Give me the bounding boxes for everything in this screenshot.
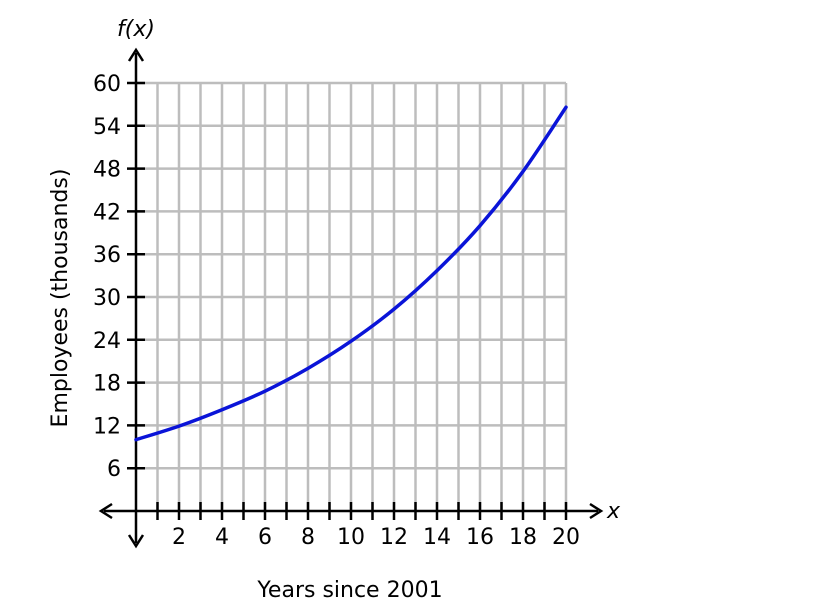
y-tick-label: 60 xyxy=(93,72,121,97)
y-axis-bottom-arrow xyxy=(127,534,145,549)
y-tick-label: 18 xyxy=(93,372,121,397)
series-line xyxy=(134,105,568,442)
x-axis-symbol: x xyxy=(606,499,621,524)
x-tick-label: 6 xyxy=(258,525,272,550)
y-tick-label: 36 xyxy=(93,243,121,268)
x-tick-label: 20 xyxy=(552,525,580,550)
x-tick-label: 10 xyxy=(337,525,365,550)
x-tick-label: 18 xyxy=(509,525,537,550)
y-tick-label: 12 xyxy=(93,414,121,439)
y-axis-top-arrow xyxy=(127,47,145,62)
x-axis-title: Years since 2001 xyxy=(256,578,442,603)
y-tick-label: 24 xyxy=(93,329,121,354)
ticks xyxy=(127,81,568,520)
y-tick-label: 30 xyxy=(93,286,121,311)
x-tick-label: 12 xyxy=(380,525,408,550)
x-tick-label: 8 xyxy=(301,525,315,550)
y-tick-label: 6 xyxy=(107,457,121,482)
grid xyxy=(136,81,568,511)
x-tick-label: 4 xyxy=(215,525,229,550)
x-tick-label: 14 xyxy=(423,525,451,550)
x-tick-label: 2 xyxy=(172,525,186,550)
series xyxy=(134,105,568,442)
x-axis-right-arrow xyxy=(589,502,604,520)
x-axis-left-arrow xyxy=(98,502,113,520)
y-tick-label: 42 xyxy=(93,200,121,225)
y-tick-label: 54 xyxy=(93,115,121,140)
y-axis-symbol: f(x) xyxy=(117,17,155,42)
x-tick-label: 16 xyxy=(466,525,494,550)
y-tick-label: 48 xyxy=(93,158,121,183)
y-axis-title: Employees (thousands) xyxy=(48,169,73,428)
